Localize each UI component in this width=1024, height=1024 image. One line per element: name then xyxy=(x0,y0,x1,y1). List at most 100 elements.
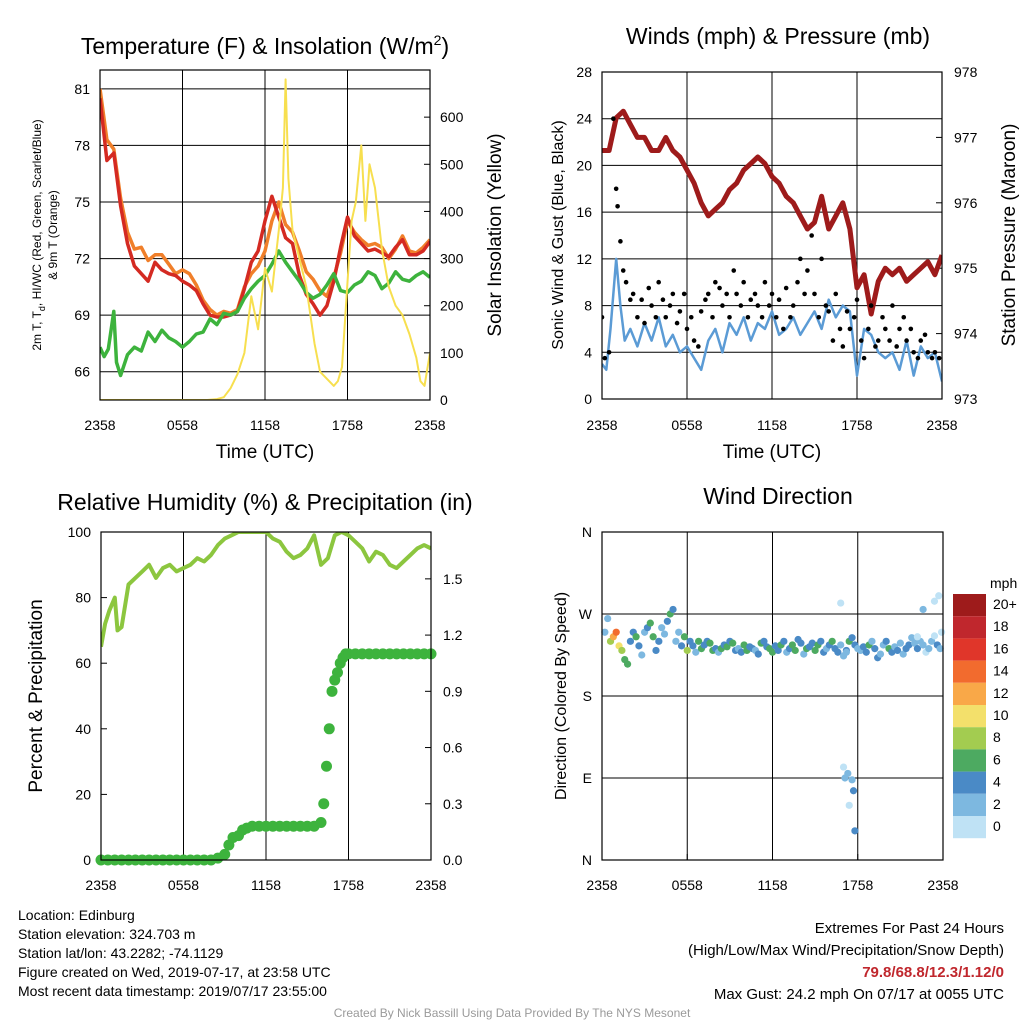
winds-y2tick-label: 976 xyxy=(954,195,978,211)
gust-point xyxy=(826,309,831,314)
gust-point xyxy=(783,285,789,291)
gust-point xyxy=(713,279,718,285)
rh-y2tick-label: 1.5 xyxy=(443,571,463,587)
direction-point xyxy=(868,637,876,645)
direction-point xyxy=(768,648,777,656)
direction-point xyxy=(842,648,850,656)
temp-series-group xyxy=(100,78,430,400)
gust-point xyxy=(795,279,800,285)
dir-xtick-label: 1758 xyxy=(842,877,873,893)
winds-ytick-label: 24 xyxy=(576,111,592,127)
gust-point xyxy=(745,314,751,320)
gust-point xyxy=(790,303,796,308)
rh-y2tick-label: 0.9 xyxy=(443,683,463,699)
gust-point xyxy=(932,349,938,355)
legend-swatch xyxy=(953,616,986,639)
legend-swatch xyxy=(953,638,986,661)
direction-point xyxy=(930,597,939,605)
gust-point xyxy=(929,355,935,361)
winds-y2tick-label: 978 xyxy=(954,64,978,80)
direction-point xyxy=(925,645,933,653)
rh-ylabel: Percent & Precipitation xyxy=(26,599,47,792)
precip-point xyxy=(321,760,332,772)
temp-xtick-label: 1158 xyxy=(250,417,280,433)
gust-point xyxy=(720,303,725,308)
gust-point xyxy=(615,204,620,209)
gust-point xyxy=(833,291,839,297)
gust-point xyxy=(802,291,807,297)
temp-frame xyxy=(99,69,431,401)
legend-label: 20+ xyxy=(993,596,1017,612)
temp-xtick-label: 2358 xyxy=(84,417,115,433)
rh-ytick-label: 0 xyxy=(83,852,91,868)
gust-point xyxy=(915,355,921,361)
credit-line: Created By Nick Bassill Using Data Provi… xyxy=(333,1006,691,1020)
legend-swatch xyxy=(953,816,986,839)
gust-point xyxy=(684,326,690,332)
direction-point xyxy=(774,646,782,655)
rh-ytick-label: 80 xyxy=(75,590,91,606)
temp-ytick-label: 66 xyxy=(74,364,90,380)
temp-y2tick-label: 100 xyxy=(440,345,464,361)
gust-point xyxy=(717,285,722,291)
direction-point xyxy=(604,614,612,623)
direction-point xyxy=(930,632,939,640)
dir-title: Wind Direction xyxy=(703,483,853,509)
gust-point xyxy=(677,309,683,314)
direction-point xyxy=(893,646,902,655)
direction-point xyxy=(692,648,700,656)
temp-y2tick-label: 300 xyxy=(440,251,464,267)
dir-xtick-label: 2358 xyxy=(927,877,958,893)
temp-series-line xyxy=(100,78,430,400)
gust-point xyxy=(887,338,892,343)
rh-ytick-label: 100 xyxy=(68,524,92,540)
gust-point xyxy=(773,314,779,320)
legend-swatch xyxy=(953,771,986,794)
legend-swatch xyxy=(953,727,986,750)
direction-point xyxy=(695,637,703,645)
gust-point xyxy=(738,303,744,308)
temp-xtick-label: 1758 xyxy=(332,417,363,433)
legend-label: 4 xyxy=(993,774,1001,790)
direction-point xyxy=(632,633,640,641)
direction-point xyxy=(601,628,609,636)
temp-ylabel: 2m T, Td, HI/WC (Red, Green, Scarlet/Blu… xyxy=(30,119,47,350)
dir-xtick-label: 0558 xyxy=(672,877,703,893)
direction-point xyxy=(928,637,936,645)
precip-point xyxy=(323,723,335,735)
precip-point xyxy=(315,817,327,829)
direction-point xyxy=(811,646,819,655)
gust-point xyxy=(660,297,666,303)
temp-series-line xyxy=(100,98,430,319)
direction-point xyxy=(635,642,643,650)
direction-point xyxy=(618,646,626,655)
direction-point xyxy=(896,639,904,647)
direction-point xyxy=(871,645,879,653)
gust-point xyxy=(618,239,623,244)
temp-y2tick-label: 500 xyxy=(440,156,464,172)
gust-point xyxy=(883,326,888,332)
gust-point xyxy=(611,116,616,122)
direction-point xyxy=(899,650,907,658)
gust-point xyxy=(623,279,629,285)
winds-ylabel: Sonic Wind & Gust (Blue, Black) xyxy=(550,120,567,349)
gust-point xyxy=(868,303,874,308)
gust-point xyxy=(925,349,931,355)
extremes-title: Extremes For Past 24 Hours xyxy=(814,920,1004,937)
winds-xtick-label: 2358 xyxy=(926,417,957,433)
winds-frame xyxy=(601,71,943,400)
gust-point xyxy=(705,291,711,297)
dir-ylabel: Direction (Colored By Speed) xyxy=(553,592,570,800)
precip-point xyxy=(332,667,343,679)
rh-xtick-label: 0558 xyxy=(168,877,199,893)
direction-point xyxy=(660,630,669,638)
station-location: Location: Edinburg xyxy=(18,907,135,923)
direction-point xyxy=(834,648,842,656)
rh-title: Relative Humidity (%) & Precipitation (i… xyxy=(57,489,472,515)
recent-timestamp: Most recent data timestamp: 2019/07/17 2… xyxy=(18,983,327,999)
gust-point xyxy=(710,314,715,320)
temp-series-line xyxy=(100,249,430,378)
gust-point xyxy=(897,326,902,332)
gust-point xyxy=(724,291,729,297)
direction-point xyxy=(800,650,808,658)
